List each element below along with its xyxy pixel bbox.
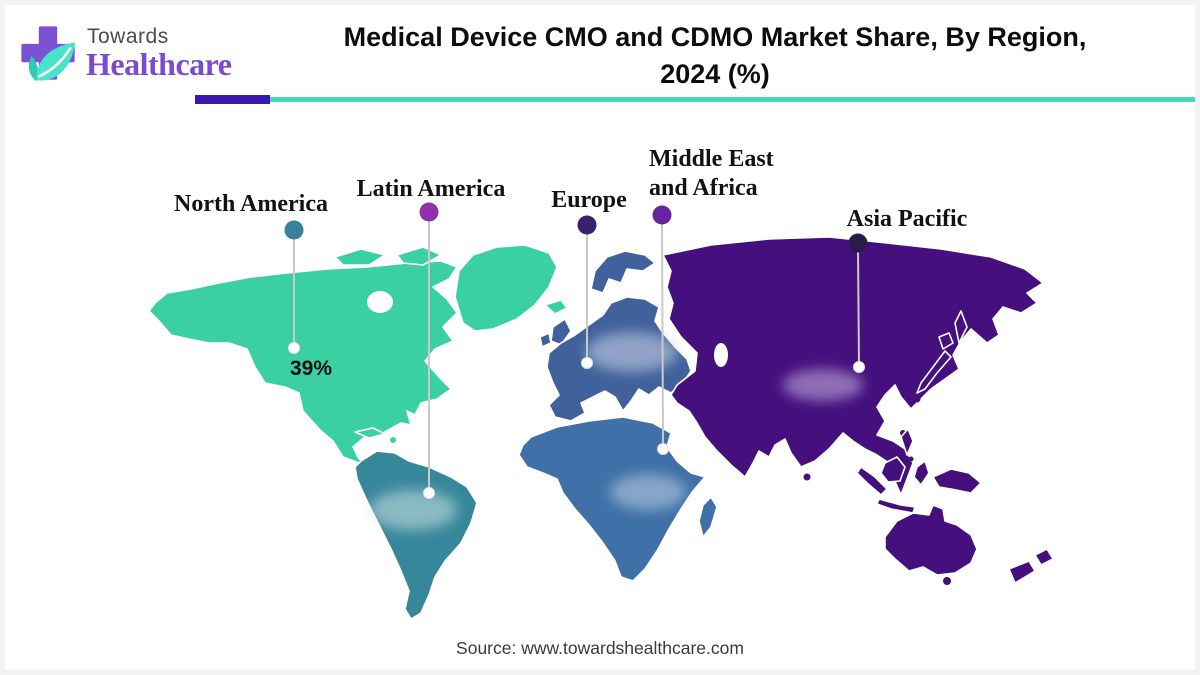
pin-endpoint xyxy=(581,357,593,369)
pin-middle-east-africa xyxy=(652,205,672,455)
map-region-latin-america xyxy=(354,450,478,620)
title-divider-purple xyxy=(195,95,270,104)
map-shape-borneo xyxy=(880,456,906,483)
blur-patch-south-america xyxy=(369,490,457,530)
map-shape-madagascar xyxy=(698,496,718,538)
logo-leaf-vein xyxy=(38,46,72,78)
map-shape-australia xyxy=(884,504,978,576)
map-shape-philippines-south xyxy=(908,456,914,462)
map-shape-java xyxy=(876,498,916,514)
pin-endpoint xyxy=(288,342,300,354)
region-label-latin-america: Latin America xyxy=(356,176,506,202)
map-shape-sri-lanka xyxy=(803,473,811,481)
map-shape-ireland xyxy=(539,332,552,348)
map-shape-cuba xyxy=(354,427,386,439)
blur-patch-europe xyxy=(586,332,678,372)
map-shape-south-america xyxy=(354,450,478,620)
map-shape-new-zealand-south xyxy=(1008,560,1036,584)
pin-head xyxy=(652,205,672,225)
region-label-europe: Europe xyxy=(551,187,627,213)
towards-healthcare-logo: Towards Healthcare xyxy=(15,19,315,94)
page-title-line2: 2024 (%) xyxy=(660,59,770,89)
pin-head xyxy=(848,233,868,253)
map-region-middle-east-africa xyxy=(518,416,718,582)
map-region-north-america xyxy=(148,244,568,482)
map-shape-new-zealand-north xyxy=(1034,548,1054,566)
logo-leaf-icon xyxy=(28,55,39,82)
region-label-middle-east-africa: Middle East and Africa xyxy=(649,146,774,201)
pin-head xyxy=(284,220,304,240)
logo-text-healthcare: Healthcare xyxy=(86,46,232,82)
map-shape-iceland xyxy=(544,299,568,315)
map-shape-sakhalin xyxy=(954,310,968,344)
region-label-north-america: North America xyxy=(174,191,328,217)
blur-patch-africa xyxy=(610,474,686,510)
pin-asia-pacific xyxy=(848,233,868,373)
pin-north-america xyxy=(284,220,304,354)
logo-leaf-icon xyxy=(36,42,76,81)
map-shape-japan-hokkaido xyxy=(938,332,954,350)
page-title: Medical Device CMO and CDMO Market Share… xyxy=(255,19,1175,93)
pin-line xyxy=(661,221,664,447)
map-shape-caspian-sea xyxy=(714,343,728,367)
map-shape-scandinavia xyxy=(590,250,656,294)
blur-patches xyxy=(369,332,863,530)
map-shape-new-guinea xyxy=(932,468,982,494)
blur-patch-asia xyxy=(783,369,863,401)
pin-latin-america xyxy=(419,202,439,499)
pin-endpoint xyxy=(423,487,435,499)
logo-mark xyxy=(21,26,76,82)
logo-cross-icon xyxy=(21,26,75,80)
map-shape-sulawesi xyxy=(913,460,930,486)
pin-head xyxy=(419,202,439,222)
source-note: Source: www.towardshealthcare.com xyxy=(456,638,744,658)
map-shape-tasmania xyxy=(943,577,951,585)
map-shape-eurasia xyxy=(662,236,1044,496)
map-shape-philippines xyxy=(900,428,914,456)
map-shape-arctic-islands xyxy=(334,248,386,266)
map-shape-japan-kyushu xyxy=(913,395,921,403)
pin-endpoint xyxy=(853,361,865,373)
map-shape-caribbean-island xyxy=(390,437,396,443)
map-shape-japan-honshu xyxy=(916,350,952,394)
logo-text-towards: Towards xyxy=(87,25,169,48)
pin-europe xyxy=(577,215,597,369)
value-label-north-america: 39% xyxy=(289,357,333,380)
page-title-line1: Medical Device CMO and CDMO Market Share… xyxy=(343,22,1087,52)
map-shape-sumatra xyxy=(856,466,888,496)
pin-endpoint xyxy=(657,443,669,455)
map-shape-greenland xyxy=(454,244,558,332)
world-map xyxy=(148,202,1054,620)
map-shape-hudson-bay xyxy=(367,291,393,313)
title-divider-teal xyxy=(270,97,1195,102)
map-shape-caribbean-island xyxy=(342,441,348,447)
region-label-asia-pacific: Asia Pacific xyxy=(846,206,968,232)
map-shape-britain xyxy=(550,318,572,346)
map-region-asia-pacific xyxy=(662,236,1054,585)
pin-head xyxy=(577,215,597,235)
pin-line xyxy=(857,249,860,365)
